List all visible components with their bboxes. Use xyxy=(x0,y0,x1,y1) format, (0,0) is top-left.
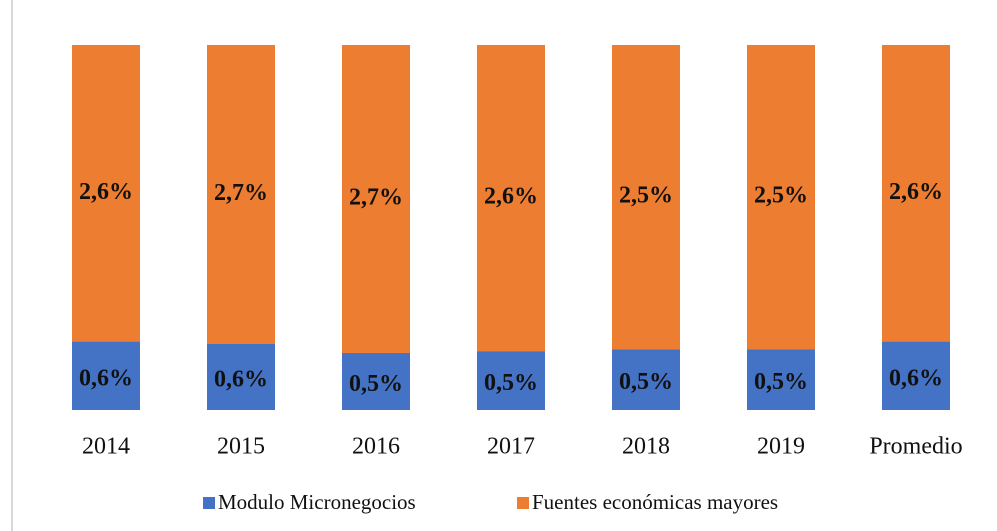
x-tick-label: 2017 xyxy=(487,434,535,460)
bar-segment xyxy=(882,45,950,342)
data-label: 2,5% xyxy=(619,183,673,209)
bar-segment xyxy=(612,45,680,350)
x-tick-label: 2016 xyxy=(352,434,400,460)
data-label: 2,7% xyxy=(349,184,403,210)
bar-segment xyxy=(342,352,410,410)
bar-segment xyxy=(72,45,140,342)
bar-segment xyxy=(342,45,410,353)
x-tick-label: 2019 xyxy=(757,434,805,460)
data-label: 2,7% xyxy=(214,180,268,206)
bar-segment xyxy=(747,45,815,350)
data-label: 0,5% xyxy=(754,369,808,395)
data-label: 0,5% xyxy=(619,369,673,395)
data-label: 0,6% xyxy=(889,365,943,391)
bar-segment xyxy=(207,45,275,344)
x-tick-label: 2015 xyxy=(217,434,265,460)
bar-segment xyxy=(477,351,545,410)
bar-segment xyxy=(207,343,275,410)
legend-swatch xyxy=(203,497,215,509)
data-label: 2,6% xyxy=(484,184,538,210)
bar-segment xyxy=(477,45,545,352)
data-label: 0,6% xyxy=(214,366,268,392)
x-tick-label: Promedio xyxy=(869,434,962,460)
legend-swatch xyxy=(517,497,529,509)
data-label: 2,6% xyxy=(889,179,943,205)
data-label: 0,5% xyxy=(349,371,403,397)
bar-segment xyxy=(612,349,680,410)
data-label: 2,5% xyxy=(754,183,808,209)
legend-label: Modulo Micronegocios xyxy=(218,490,416,514)
data-label: 2,6% xyxy=(79,179,133,205)
data-label: 0,5% xyxy=(484,370,538,396)
x-tick-label: 2014 xyxy=(82,434,130,460)
bar-segment xyxy=(72,341,140,410)
legend-label: Fuentes económicas mayores xyxy=(532,490,778,514)
bar-segment xyxy=(882,341,950,410)
bar-segment xyxy=(747,349,815,410)
x-tick-label: 2018 xyxy=(622,434,670,460)
data-label: 0,6% xyxy=(79,365,133,391)
